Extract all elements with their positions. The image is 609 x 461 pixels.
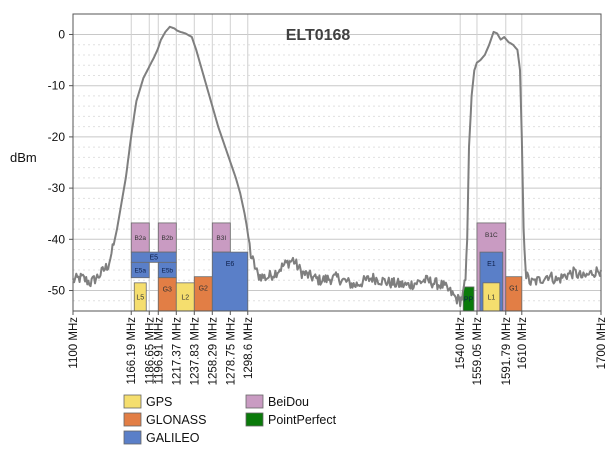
x-tick-label: 1186.65 MHz [144, 317, 156, 385]
x-tick-label: 1591.79 MHz [501, 317, 513, 386]
band-g1-box [505, 276, 523, 312]
legend-label: GPS [146, 395, 172, 409]
x-tick-label: 1196.91 MHz [153, 317, 165, 385]
band-b1c-label: B1C [485, 232, 498, 239]
x-tick-label: 1540 MHz [455, 317, 467, 370]
x-tick-label: 1100 MHz [68, 317, 80, 369]
axes [72, 13, 602, 312]
band-b2a-label: B2a [134, 235, 146, 242]
band-e1-label: E1 [487, 261, 496, 268]
band-pp-label: PP [464, 296, 474, 303]
x-tick-label: 1166.19 MHz [126, 317, 138, 385]
band-e5a-label: E5a [134, 268, 146, 275]
band-b3i-label: B3I [216, 235, 226, 242]
legend-swatch [123, 394, 142, 409]
y-tick-label: -30 [48, 181, 66, 195]
band-g2-box [193, 276, 213, 312]
band-g1-label: G1 [509, 286, 518, 293]
y-tick-labels: 0 -10 -20 -30 -40 -50 [48, 27, 73, 298]
x-tick-label: 1278.75 MHz [225, 317, 237, 386]
band-e6-label: E6 [226, 261, 235, 268]
band-e5b-label: E5b [161, 268, 173, 275]
band-l1-label: L1 [487, 294, 495, 301]
gain-curve [72, 25, 602, 308]
y-tick-label: -20 [48, 130, 66, 144]
band-l5-label: L5 [136, 294, 144, 301]
band-e5-box [130, 251, 177, 263]
y-tick-label: -50 [48, 284, 66, 298]
band-g3-label: G3 [163, 287, 172, 294]
legend-swatch [245, 412, 264, 427]
legend-label: GALILEO [146, 431, 200, 445]
y-axis-label: dBm [10, 150, 37, 165]
x-tick-label: 1610 MHz [517, 317, 529, 370]
band-g3-box [157, 277, 177, 312]
grid [73, 14, 601, 312]
band-l2-label: L2 [181, 294, 189, 301]
x-tick-label: 1237.83 MHz [189, 317, 201, 386]
legend-label: BeiDou [268, 395, 309, 409]
legend-label: PointPerfect [268, 413, 337, 427]
band-b2b-label: B2b [161, 235, 173, 242]
x-tick-label: 1700 MHz [596, 317, 608, 370]
y-tick-label: -10 [48, 79, 66, 93]
legend-swatch [245, 394, 264, 409]
legend-label: GLONASS [146, 413, 206, 427]
gain-curve-group [72, 25, 602, 308]
chart-title: ELT0168 [286, 27, 351, 44]
band-e5-label: E5 [149, 255, 158, 262]
band-e5a-box [130, 261, 150, 279]
y-tick-label: 0 [58, 27, 65, 41]
x-tick-label: 1559.05 MHz [472, 317, 484, 386]
y-tick-label: -40 [48, 232, 66, 246]
x-tick-label: 1258.29 MHz [207, 317, 219, 386]
x-tick-label: 1217.37 MHz [171, 317, 183, 386]
plot-frame [72, 13, 602, 312]
legend-swatch [123, 412, 142, 427]
x-tick-label: 1298.6 MHz [243, 317, 255, 379]
band-g2-label: G2 [199, 286, 208, 293]
legend: GPS BeiDou GLONASS PointPerfect GALILEO [123, 394, 337, 445]
legend-swatch [123, 430, 142, 445]
